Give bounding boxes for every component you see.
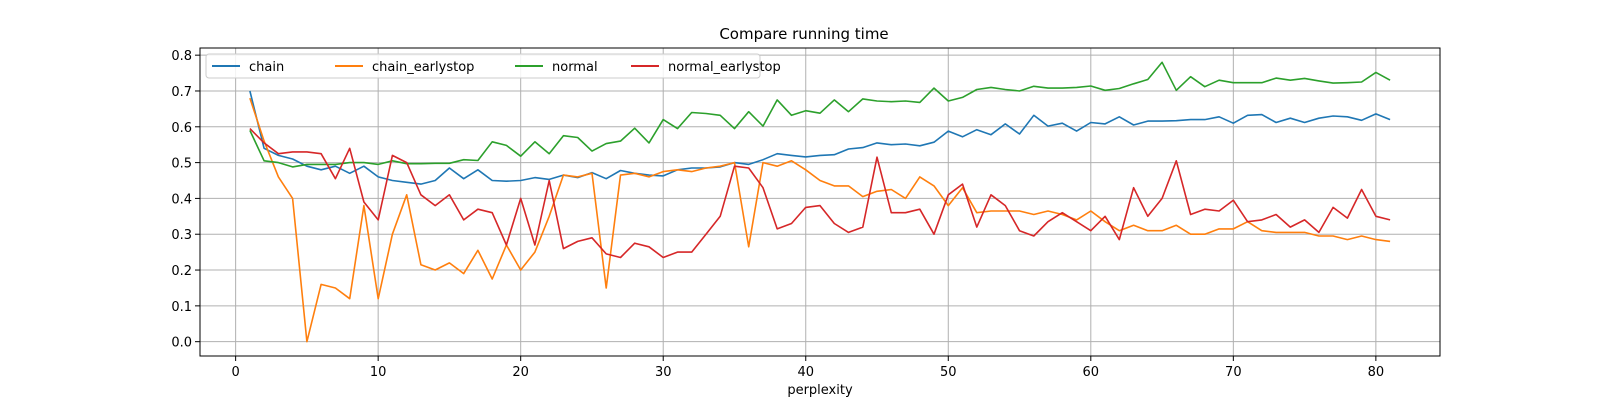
y-tick-label: 0.4 xyxy=(171,192,192,207)
legend-label-chain-earlystop: chain_earlystop xyxy=(372,60,474,75)
x-tick-label: 80 xyxy=(1368,365,1385,380)
plot-frame xyxy=(199,47,1441,357)
x-tick-label: 50 xyxy=(940,365,957,380)
y-tick-label: 0.8 xyxy=(171,49,192,64)
legend-box xyxy=(205,53,761,79)
chart-title: Compare running time xyxy=(719,25,888,43)
x-tick-label: 20 xyxy=(512,365,529,380)
legend-label-normal: normal xyxy=(552,60,598,75)
series-lines xyxy=(249,61,1391,343)
axis-ticks: 0 10 20 30 40 50 60 70 80 0.0 0.1 0.2 0.3 0.4 0.5 0.6 0.… xyxy=(171,49,1384,380)
y-tick-label: 0.2 xyxy=(171,264,192,279)
x-tick-label: 40 xyxy=(797,365,814,380)
x-axis-label: perplexity xyxy=(787,383,853,398)
legend-label-normal-earlystop: normal_earlystop xyxy=(668,60,781,75)
y-tick-label: 0.6 xyxy=(171,121,192,136)
x-tick-label: 0 xyxy=(231,365,239,380)
y-tick-label: 0.0 xyxy=(171,336,192,351)
y-tick-label: 0.7 xyxy=(171,85,192,100)
y-tick-label: 0.3 xyxy=(171,228,192,243)
series-line-chain xyxy=(249,90,1391,185)
x-tick-label: 10 xyxy=(370,365,387,380)
x-tick-label: 70 xyxy=(1225,365,1242,380)
grid xyxy=(200,48,1440,356)
legend-label-chain: chain xyxy=(249,60,284,75)
y-tick-label: 0.5 xyxy=(171,157,192,172)
series-line-normal xyxy=(249,61,1391,168)
series-line-chain-earlystop xyxy=(249,97,1391,343)
legend: chain chain_earlystop normal normal_earlyst… xyxy=(205,53,781,79)
y-tick-label: 0.1 xyxy=(171,300,192,315)
x-tick-label: 30 xyxy=(655,365,672,380)
series-line-normal-earlystop xyxy=(249,128,1391,259)
x-tick-label: 60 xyxy=(1083,365,1100,380)
